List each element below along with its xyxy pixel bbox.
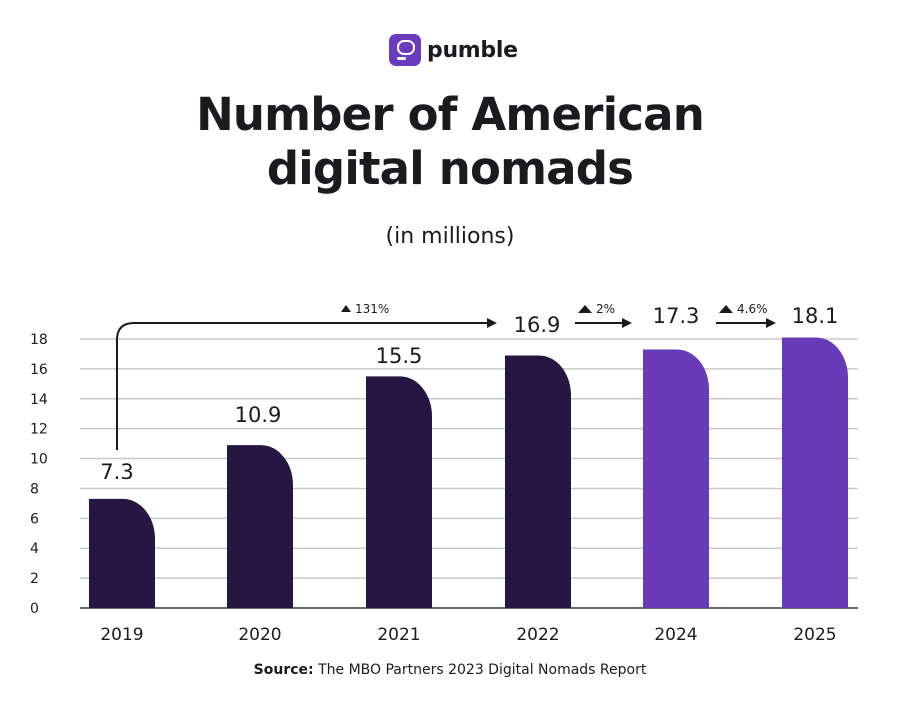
x-tick-label: 2022: [516, 625, 559, 645]
chart-subtitle: (in millions): [385, 224, 515, 249]
y-tick-label: 18: [30, 332, 48, 348]
y-tick-label: 2: [30, 571, 39, 587]
brand-name: pumble: [427, 37, 518, 63]
y-tick-label: 4: [30, 541, 39, 557]
growth-label: 4.6%: [737, 302, 768, 316]
bar-2019: [89, 498, 155, 608]
value-label: 15.5: [376, 344, 423, 368]
growth-label: 2%: [596, 302, 615, 316]
pumble-logo: pumble: [389, 34, 518, 66]
growth-arrow-131: [116, 318, 497, 450]
x-tick-label: 2020: [238, 625, 281, 645]
y-tick-label: 6: [30, 511, 39, 527]
bar-2025: [782, 337, 848, 608]
up-triangle-icon: [578, 305, 592, 313]
growth-label: 131%: [355, 302, 389, 316]
y-tick-label: 8: [30, 481, 39, 497]
y-tick-label: 10: [30, 452, 48, 468]
y-tick-label: 14: [30, 392, 48, 408]
bar-2020: [227, 445, 293, 608]
value-label: 7.3: [100, 460, 133, 484]
bar-2022: [505, 355, 571, 608]
y-tick-label: 0: [30, 601, 39, 617]
up-triangle-icon: [341, 305, 351, 312]
source-note: Source: The MBO Partners 2023 Digital No…: [0, 662, 900, 678]
x-tick-label: 2021: [377, 625, 420, 645]
value-label: 17.3: [653, 304, 700, 328]
value-label: 16.9: [514, 313, 561, 337]
source-text: The MBO Partners 2023 Digital Nomads Rep…: [313, 662, 647, 678]
chart-title: Number of American digital nomads: [196, 88, 705, 195]
pumble-logo-icon: [389, 34, 421, 66]
bar-2024: [643, 349, 709, 608]
y-tick-label: 16: [30, 362, 48, 378]
source-label: Source:: [253, 662, 314, 678]
x-tick-label: 2019: [100, 625, 143, 645]
up-triangle-icon: [719, 305, 733, 313]
x-tick-label: 2024: [654, 625, 697, 645]
x-tick-label: 2025: [793, 625, 836, 645]
value-label: 18.1: [792, 304, 839, 328]
bar-2021: [366, 376, 432, 608]
value-label: 10.9: [235, 403, 282, 427]
y-tick-label: 12: [30, 422, 48, 438]
